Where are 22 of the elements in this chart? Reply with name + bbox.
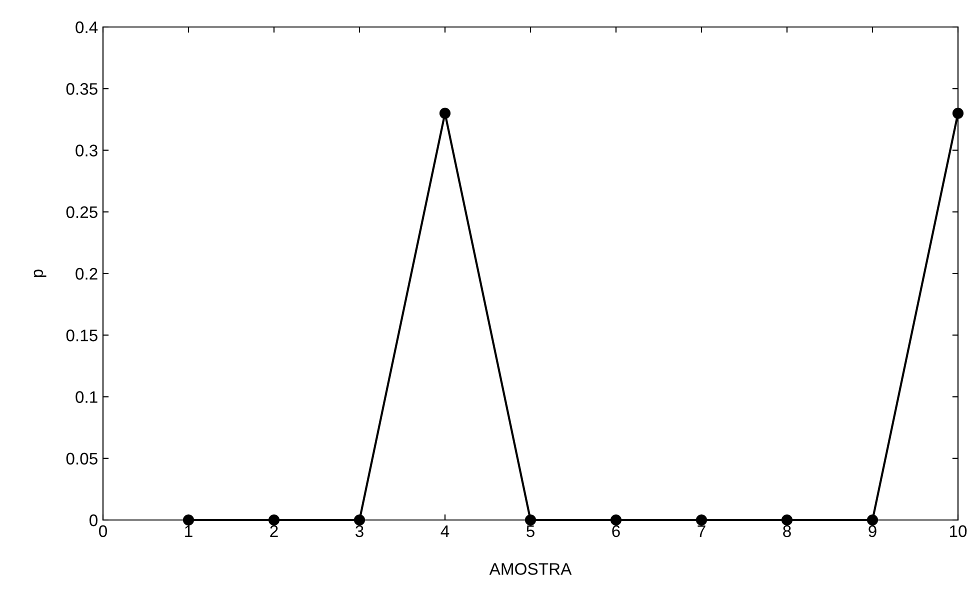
x-tick-label: 1 [185, 525, 192, 537]
x-tick-label: 2 [270, 525, 278, 537]
x-tick-label: 7 [698, 525, 706, 537]
x-axis-title: AMOSTRA [489, 563, 572, 575]
y-tick-label: 0 [90, 514, 98, 526]
x-tick-label: 0 [99, 525, 107, 538]
x-tick-label: 5 [526, 525, 534, 538]
x-tick-label: 9 [868, 525, 876, 538]
y-tick-label: 0.2 [76, 268, 98, 280]
y-tick-label: 0.4 [76, 21, 98, 34]
x-tick-label: 4 [440, 525, 450, 537]
x-tick-label: 3 [356, 525, 364, 538]
x-tick-label: 10 [950, 525, 967, 538]
x-tick-label: 6 [612, 525, 620, 538]
y-tick-label: 0.15 [66, 330, 98, 342]
y-tick-label: 0.35 [66, 83, 98, 95]
y-tick-label: 0.1 [76, 391, 98, 403]
y-axis-title: p [34, 270, 46, 278]
y-tick-label: 0.25 [66, 206, 98, 218]
y-tick-label: 0.05 [66, 452, 98, 465]
y-tick-label: 0.3 [76, 144, 98, 156]
x-tick-label: 8 [783, 525, 791, 538]
